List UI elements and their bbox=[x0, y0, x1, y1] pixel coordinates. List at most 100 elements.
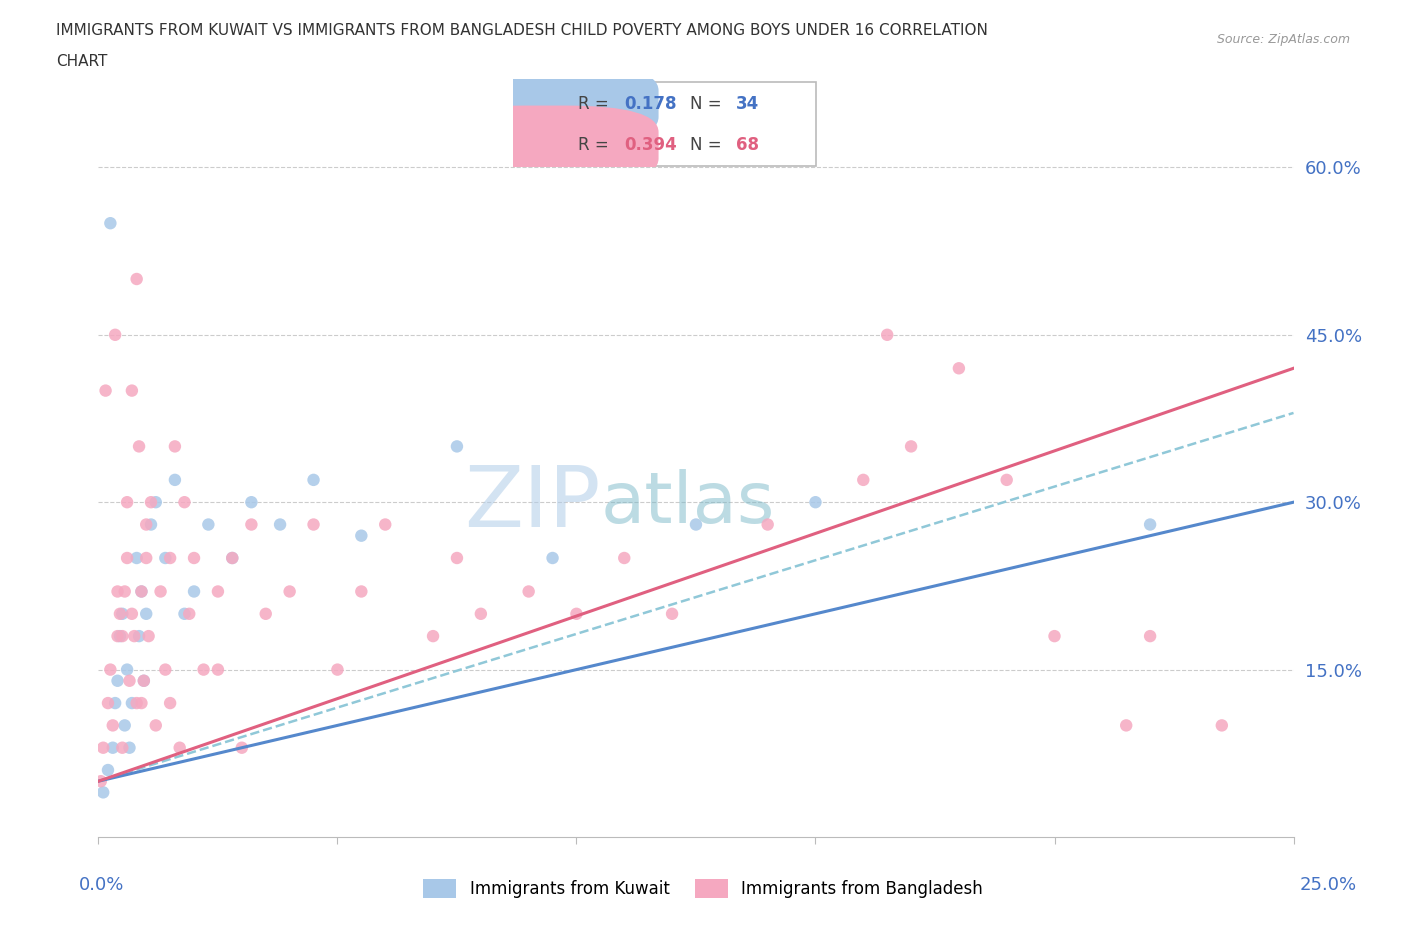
Point bbox=[1211, 718, 1233, 733]
Point bbox=[756, 517, 779, 532]
Point bbox=[661, 606, 683, 621]
Point bbox=[302, 472, 325, 487]
Point bbox=[108, 606, 131, 621]
Text: Source: ZipAtlas.com: Source: ZipAtlas.com bbox=[1216, 33, 1350, 46]
Point bbox=[125, 551, 148, 565]
Point bbox=[900, 439, 922, 454]
Point bbox=[121, 383, 143, 398]
Point bbox=[183, 551, 205, 565]
Point bbox=[1115, 718, 1137, 733]
Point bbox=[269, 517, 291, 532]
Point bbox=[125, 272, 148, 286]
Point bbox=[114, 584, 136, 599]
Point bbox=[101, 718, 124, 733]
Point bbox=[135, 551, 157, 565]
Point bbox=[118, 740, 141, 755]
Point bbox=[98, 662, 122, 677]
Point bbox=[97, 696, 120, 711]
Point bbox=[207, 662, 229, 677]
Point bbox=[125, 696, 148, 711]
Point bbox=[876, 327, 898, 342]
Point bbox=[685, 517, 707, 532]
Point bbox=[111, 629, 134, 644]
Point bbox=[118, 673, 141, 688]
Point bbox=[159, 551, 181, 565]
Text: R =: R = bbox=[578, 137, 614, 154]
Point bbox=[149, 584, 172, 599]
Point bbox=[115, 495, 138, 510]
Point bbox=[163, 472, 186, 487]
Point bbox=[221, 551, 243, 565]
Point bbox=[131, 584, 153, 599]
Text: N =: N = bbox=[689, 95, 727, 113]
Point bbox=[97, 763, 120, 777]
Point bbox=[350, 584, 373, 599]
Point bbox=[128, 439, 150, 454]
Point bbox=[101, 740, 124, 755]
Point bbox=[948, 361, 970, 376]
Point bbox=[173, 495, 195, 510]
Point bbox=[1139, 629, 1161, 644]
Point bbox=[132, 673, 155, 688]
Point bbox=[108, 629, 131, 644]
Point bbox=[254, 606, 277, 621]
Text: 0.0%: 0.0% bbox=[79, 876, 124, 895]
FancyBboxPatch shape bbox=[516, 82, 817, 166]
Point bbox=[517, 584, 540, 599]
Point bbox=[613, 551, 636, 565]
Point bbox=[98, 216, 122, 231]
Point bbox=[132, 673, 155, 688]
Point bbox=[104, 696, 127, 711]
Point bbox=[163, 439, 186, 454]
Point bbox=[107, 584, 129, 599]
Point bbox=[159, 696, 181, 711]
Point bbox=[169, 740, 191, 755]
Point bbox=[446, 439, 468, 454]
Point bbox=[91, 785, 114, 800]
Text: 25.0%: 25.0% bbox=[1301, 876, 1357, 895]
Point bbox=[90, 774, 112, 789]
Text: IMMIGRANTS FROM KUWAIT VS IMMIGRANTS FROM BANGLADESH CHILD POVERTY AMONG BOYS UN: IMMIGRANTS FROM KUWAIT VS IMMIGRANTS FRO… bbox=[56, 23, 988, 38]
Point bbox=[131, 584, 153, 599]
Point bbox=[111, 606, 134, 621]
Point bbox=[115, 662, 138, 677]
Point bbox=[121, 696, 143, 711]
Point bbox=[145, 495, 167, 510]
Point bbox=[565, 606, 588, 621]
FancyBboxPatch shape bbox=[433, 106, 658, 185]
Point bbox=[221, 551, 243, 565]
Point bbox=[278, 584, 301, 599]
Point bbox=[139, 495, 162, 510]
Point bbox=[135, 606, 157, 621]
Point bbox=[541, 551, 564, 565]
Point bbox=[350, 528, 373, 543]
Point bbox=[804, 495, 827, 510]
Point bbox=[995, 472, 1018, 487]
Text: CHART: CHART bbox=[56, 54, 108, 69]
Point bbox=[115, 551, 138, 565]
Point bbox=[139, 517, 162, 532]
Point bbox=[145, 718, 167, 733]
Text: 0.394: 0.394 bbox=[624, 137, 678, 154]
Point bbox=[1043, 629, 1066, 644]
FancyBboxPatch shape bbox=[433, 64, 658, 143]
Point bbox=[91, 740, 114, 755]
Point bbox=[207, 584, 229, 599]
Point bbox=[231, 740, 253, 755]
Point bbox=[111, 740, 134, 755]
Point bbox=[135, 517, 157, 532]
Text: N =: N = bbox=[689, 137, 727, 154]
Text: ZIP: ZIP bbox=[464, 462, 600, 545]
Point bbox=[446, 551, 468, 565]
Point bbox=[193, 662, 215, 677]
Point bbox=[128, 629, 150, 644]
Point bbox=[107, 629, 129, 644]
Point bbox=[173, 606, 195, 621]
Point bbox=[240, 517, 263, 532]
Point bbox=[107, 673, 129, 688]
Point bbox=[852, 472, 875, 487]
Point bbox=[94, 383, 117, 398]
Text: 34: 34 bbox=[735, 95, 759, 113]
Point bbox=[131, 696, 153, 711]
Point bbox=[374, 517, 396, 532]
